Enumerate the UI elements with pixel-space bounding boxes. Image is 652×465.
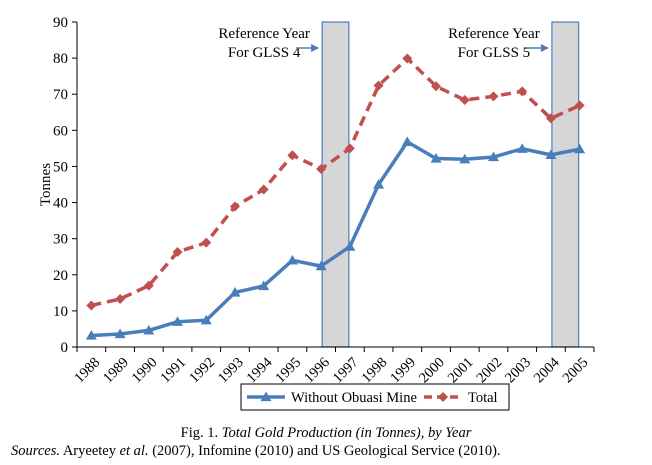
point-without-obuasi-mine-1989 — [114, 328, 126, 339]
point-total-1990 — [143, 280, 154, 291]
point-total-1996 — [316, 163, 327, 174]
y-tick-label-80: 80 — [53, 51, 68, 67]
point-without-obuasi-mine-1994 — [258, 280, 270, 291]
figure-title: Total Gold Production (in Tonnes), by Ye… — [221, 425, 472, 441]
legend-label-without-obuasi-mine: Without Obuasi Mine — [291, 390, 417, 406]
x-tick-label-2002: 2002 — [473, 355, 505, 387]
sources-label: Sources. — [11, 443, 60, 459]
point-without-obuasi-mine-1990 — [143, 324, 155, 335]
point-total-1988 — [86, 300, 97, 311]
point-total-1992 — [201, 237, 212, 248]
figure-sources: Sources. Aryeetey et al. (2007), Infomin… — [11, 443, 501, 460]
reference-band-1996 — [321, 21, 350, 348]
point-without-obuasi-mine-1988 — [85, 329, 97, 340]
y-axis-label: Tonnes — [38, 163, 54, 206]
x-tick-label-2003: 2003 — [502, 355, 534, 387]
sources-author: Aryeetey — [62, 443, 116, 459]
x-tick-label-1995: 1995 — [272, 355, 304, 387]
x-tick-label-1994: 1994 — [244, 354, 276, 386]
reference-label-2004-line1: Reference Year — [448, 26, 540, 42]
y-tick-label-0: 0 — [61, 340, 69, 356]
reference-label-1996-line2: For GLSS 4 — [228, 45, 301, 61]
x-tick-label-1996: 1996 — [301, 355, 333, 387]
reference-arrowhead-2004 — [540, 44, 549, 52]
point-total-2000 — [431, 81, 442, 92]
chart-area: Reference Year For GLSS 4 Reference Year Fo… — [38, 15, 595, 411]
point-total-1991 — [172, 247, 183, 258]
sources-etal: et al. — [119, 443, 149, 459]
point-total-1995 — [287, 150, 298, 161]
x-tick-label-2005: 2005 — [560, 355, 592, 387]
point-without-obuasi-mine-1997 — [344, 241, 356, 251]
y-tick-label-20: 20 — [53, 268, 68, 284]
point-without-obuasi-mine-2000 — [430, 153, 442, 163]
x-tick-label-1989: 1989 — [100, 355, 132, 387]
y-tick-label-30: 30 — [53, 232, 68, 248]
series-line-total — [90, 56, 581, 308]
point-without-obuasi-mine-1993 — [229, 286, 241, 297]
point-without-obuasi-mine-1998 — [373, 179, 385, 189]
x-tick-label-1990: 1990 — [129, 355, 161, 387]
legend-marker-total — [438, 392, 448, 402]
point-total-1999 — [402, 53, 413, 64]
sources-rest: (2007), Infomine (2010) and US Geologica… — [152, 443, 501, 459]
point-without-obuasi-mine-1999 — [401, 136, 413, 147]
y-tick-label-10: 10 — [53, 304, 68, 320]
point-total-2005 — [574, 100, 585, 111]
point-total-1989 — [115, 293, 126, 304]
point-without-obuasi-mine-1996 — [315, 260, 327, 271]
y-tick-label-40: 40 — [53, 196, 68, 212]
x-tick-label-1997: 1997 — [330, 355, 362, 387]
figure-caption: Fig. 1. Total Gold Production (in Tonnes… — [0, 425, 652, 442]
x-tick-label-2000: 2000 — [416, 355, 448, 387]
point-total-2002 — [488, 91, 499, 102]
reference-band-2004 — [551, 21, 580, 348]
y-tick-label-60: 60 — [53, 123, 68, 139]
x-tick-label-1998: 1998 — [359, 355, 391, 387]
y-tick-label-50: 50 — [53, 159, 68, 175]
legend-label-total: Total — [468, 390, 498, 406]
legend-marker-without-obuasi-mine — [260, 391, 272, 402]
point-total-2004 — [545, 113, 556, 124]
point-total-1994 — [258, 184, 269, 195]
x-tick-label-1988: 1988 — [71, 355, 103, 387]
y-tick-label-70: 70 — [53, 87, 68, 103]
reference-label-1996-line1: Reference Year — [218, 26, 310, 42]
x-tick-label-2004: 2004 — [531, 354, 563, 386]
point-total-1993 — [229, 201, 240, 212]
point-total-2003 — [517, 86, 528, 97]
point-without-obuasi-mine-1995 — [286, 254, 298, 265]
point-without-obuasi-mine-1991 — [172, 316, 184, 326]
legend-box — [240, 383, 510, 411]
figure-number: Fig. 1. — [180, 425, 219, 441]
point-without-obuasi-mine-2003 — [516, 143, 528, 153]
point-without-obuasi-mine-2004 — [545, 149, 557, 160]
gold-production-chart: Reference Year For GLSS 4 Reference Year Fo… — [38, 15, 595, 411]
series-line-without-obuasi-mine — [91, 140, 580, 338]
point-without-obuasi-mine-2005 — [574, 143, 586, 154]
point-total-2001 — [459, 95, 470, 105]
point-without-obuasi-mine-2002 — [487, 151, 499, 162]
x-tick-label-1992: 1992 — [186, 355, 218, 387]
x-tick-label-1993: 1993 — [215, 355, 247, 387]
x-tick-label-1999: 1999 — [387, 355, 419, 387]
y-tick-label-90: 90 — [53, 15, 68, 31]
point-without-obuasi-mine-1992 — [200, 314, 212, 325]
reference-label-2004-line2: For GLSS 5 — [458, 45, 531, 61]
point-total-1997 — [344, 143, 355, 154]
x-tick-label-2001: 2001 — [445, 355, 477, 387]
reference-arrowhead-1996 — [311, 44, 320, 52]
point-without-obuasi-mine-2001 — [459, 153, 471, 164]
x-tick-label-1991: 1991 — [158, 355, 190, 387]
point-total-1998 — [373, 80, 384, 91]
